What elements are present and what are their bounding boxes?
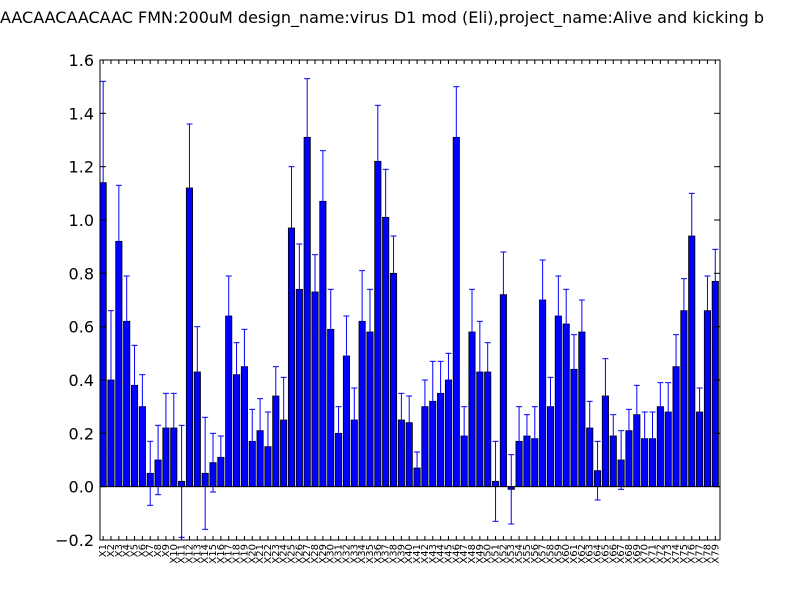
- x-tick-label: X67: [616, 544, 627, 564]
- x-tick-label: X40: [404, 544, 415, 564]
- x-tick-label: X26: [294, 544, 305, 564]
- y-tick-label: 0.8: [69, 264, 94, 283]
- x-tick-label: X7: [145, 544, 156, 557]
- x-tick-label: X53: [506, 544, 517, 564]
- x-tick-label: X45: [443, 544, 454, 564]
- x-tick-label: X25: [286, 544, 297, 564]
- x-tick-label: X32: [341, 544, 352, 564]
- x-tick-label: X58: [545, 544, 556, 564]
- y-tick-label: 1.0: [69, 211, 94, 230]
- x-tick-label: X2: [106, 544, 117, 557]
- x-tick-label: X10: [169, 544, 180, 564]
- x-tick-label: X55: [522, 544, 533, 564]
- x-tick-label: X73: [663, 544, 674, 564]
- x-tick-label: X13: [192, 544, 203, 564]
- chart-title: AACAACAACAAC FMN:200uM design_name:virus…: [0, 8, 765, 27]
- y-tick-label: 0.0: [69, 478, 94, 497]
- x-tick-label: X71: [648, 544, 659, 564]
- y-tick-label: 0.6: [69, 318, 94, 337]
- x-tick-label: X1: [98, 544, 109, 557]
- axes-frame: [99, 59, 721, 541]
- x-tick-label: X42: [420, 544, 431, 564]
- x-tick-label: X11: [177, 544, 188, 564]
- x-tick-label: X77: [695, 544, 706, 564]
- x-tick-label: X33: [349, 544, 360, 564]
- x-tick-label: X75: [679, 544, 690, 564]
- x-tick-label: X17: [224, 544, 235, 564]
- x-tick-label: X56: [530, 544, 541, 564]
- x-tick-label: X57: [538, 544, 549, 564]
- x-tick-label: X54: [514, 544, 525, 564]
- x-tick-label: X68: [624, 544, 635, 564]
- x-tick-label: X46: [451, 544, 462, 564]
- x-tick-label: X65: [600, 544, 611, 564]
- x-tick-label: X37: [381, 544, 392, 564]
- x-tick-label: X50: [483, 544, 494, 564]
- x-tick-label: X16: [216, 544, 227, 564]
- x-tick-label: X49: [475, 544, 486, 564]
- x-tick-label: X78: [702, 544, 713, 564]
- x-tick-label: X61: [569, 544, 580, 564]
- x-tick-label: X34: [357, 544, 368, 564]
- x-tick-label: X29: [318, 544, 329, 564]
- x-tick-label: X20: [247, 544, 258, 564]
- x-tick-label: X79: [710, 544, 721, 564]
- x-tick-label: X48: [467, 544, 478, 564]
- y-tick-label: 0.4: [69, 371, 94, 390]
- x-tick-label: X41: [412, 544, 423, 564]
- x-tick-label: X62: [577, 544, 588, 564]
- x-tick-label: X60: [561, 544, 572, 564]
- y-tick-label: −0.2: [55, 531, 94, 550]
- x-tick-label: X43: [428, 544, 439, 564]
- x-tick-label: X74: [671, 544, 682, 564]
- x-tick-label: X4: [122, 544, 133, 557]
- x-tick-label: X31: [334, 544, 345, 564]
- y-axis: −0.2 0.0 0.2 0.4 0.6 0.8 1.0 1.2 1.4 1.6: [55, 51, 720, 550]
- x-tick-label: X76: [687, 544, 698, 564]
- x-tick-label: X3: [114, 544, 125, 557]
- x-tick-label: X72: [655, 544, 666, 564]
- x-tick-label: X64: [593, 544, 604, 564]
- x-tick-label: X63: [585, 544, 596, 564]
- x-tick-label: X21: [255, 544, 266, 564]
- x-axis: X1X2X3X4X5X6X7X8X9X10X11X12X13X14X15X16X…: [98, 60, 721, 564]
- x-tick-label: X69: [632, 544, 643, 564]
- x-tick-label: X35: [365, 544, 376, 564]
- x-tick-label: X59: [553, 544, 564, 564]
- x-tick-label: X14: [200, 544, 211, 564]
- x-tick-label: X15: [208, 544, 219, 564]
- x-tick-label: X18: [232, 544, 243, 564]
- x-tick-label: X47: [459, 544, 470, 564]
- y-tick-label: 1.4: [69, 104, 94, 123]
- x-tick-label: X27: [302, 544, 313, 564]
- x-tick-label: X44: [436, 544, 447, 564]
- x-tick-label: X8: [153, 544, 164, 557]
- y-tick-label: 0.2: [69, 424, 94, 443]
- x-tick-label: X22: [263, 544, 274, 564]
- x-tick-label: X36: [373, 544, 384, 564]
- x-tick-label: X23: [271, 544, 282, 564]
- y-tick-label: 1.2: [69, 158, 94, 177]
- error-bars-layer: [100, 78, 719, 538]
- x-tick-label: X51: [491, 544, 502, 564]
- x-tick-label: X6: [137, 544, 148, 557]
- x-tick-label: X38: [389, 544, 400, 564]
- x-tick-label: X24: [279, 544, 290, 564]
- x-tick-label: X12: [184, 544, 195, 564]
- x-tick-label: X66: [608, 544, 619, 564]
- x-tick-label: X70: [640, 544, 651, 564]
- bar: [452, 136, 460, 488]
- x-tick-label: X5: [130, 544, 141, 557]
- x-tick-label: X39: [396, 544, 407, 564]
- y-tick-label: 1.6: [69, 51, 94, 70]
- x-tick-label: X30: [326, 544, 337, 564]
- x-tick-label: X19: [239, 544, 250, 564]
- x-tick-label: X9: [161, 544, 172, 557]
- x-tick-label: X28: [310, 544, 321, 564]
- x-tick-label: X52: [498, 544, 509, 564]
